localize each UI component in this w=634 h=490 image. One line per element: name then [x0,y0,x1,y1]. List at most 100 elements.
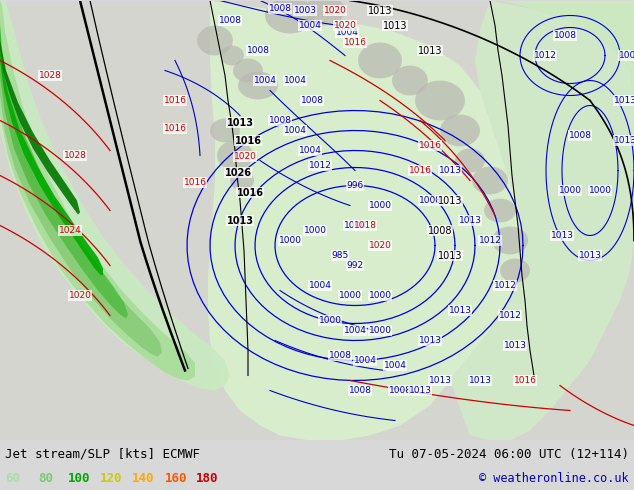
Text: © weatheronline.co.uk: © weatheronline.co.uk [479,471,629,485]
Text: 1004: 1004 [309,281,332,290]
Text: 1000: 1000 [588,186,612,195]
Text: 100: 100 [68,471,91,485]
Text: 1004: 1004 [335,28,358,37]
Text: 1003: 1003 [294,6,316,15]
Text: 1016: 1016 [164,96,186,105]
Text: 1013: 1013 [418,46,443,55]
Polygon shape [440,115,480,147]
Text: 1008: 1008 [553,31,576,40]
Polygon shape [484,198,516,222]
Text: 1008: 1008 [428,225,452,236]
Polygon shape [208,0,525,441]
Text: 1013: 1013 [469,376,491,385]
Text: 1012: 1012 [479,236,501,245]
Text: 1013: 1013 [418,336,441,345]
Text: 1008: 1008 [328,351,351,360]
Text: 1016: 1016 [183,178,207,187]
Polygon shape [0,0,162,357]
Text: 1013: 1013 [226,216,254,225]
Text: 1008: 1008 [301,96,323,105]
Text: Tu 07-05-2024 06:00 UTC (12+114): Tu 07-05-2024 06:00 UTC (12+114) [389,447,629,461]
Text: 1013: 1013 [550,231,574,240]
Polygon shape [472,167,508,195]
Text: 1004: 1004 [344,326,366,335]
Text: 1013: 1013 [439,166,462,175]
Text: 1000: 1000 [278,236,302,245]
Text: 1013: 1013 [429,376,451,385]
Text: 1020: 1020 [68,291,91,300]
Text: 1016: 1016 [408,166,432,175]
Text: 1004: 1004 [283,76,306,85]
Polygon shape [492,226,528,254]
Polygon shape [450,0,634,441]
Text: 1000: 1000 [344,221,366,230]
Polygon shape [220,46,244,66]
Polygon shape [340,0,634,100]
Text: 996: 996 [346,181,364,190]
Polygon shape [0,21,103,275]
Text: 1016: 1016 [235,136,261,146]
Polygon shape [455,148,485,172]
Text: 1016: 1016 [514,376,536,385]
Text: 1004: 1004 [254,76,276,85]
Text: 1004: 1004 [283,126,306,135]
Polygon shape [238,72,278,99]
Text: 1016: 1016 [418,141,441,150]
Polygon shape [0,30,80,215]
Text: 1008: 1008 [569,131,592,140]
Text: 1012: 1012 [498,311,521,320]
Text: 1013: 1013 [448,306,472,315]
Text: 1013: 1013 [368,5,392,16]
Polygon shape [0,0,230,391]
Text: 1013: 1013 [503,341,526,350]
Text: 1000: 1000 [368,201,392,210]
Text: 1013: 1013 [408,386,432,395]
Text: 1000: 1000 [368,291,392,300]
Text: 1020: 1020 [333,21,356,30]
Text: 1008: 1008 [247,46,269,55]
Polygon shape [197,25,233,55]
Text: 1008: 1008 [418,196,441,205]
Text: 992: 992 [346,261,363,270]
Text: 1013: 1013 [578,251,602,260]
Text: 160: 160 [165,471,188,485]
Polygon shape [415,80,465,121]
Text: 1000: 1000 [318,316,342,325]
Text: 1008: 1008 [619,51,634,60]
Polygon shape [500,259,530,282]
Polygon shape [230,171,254,191]
Text: 1013: 1013 [437,250,462,261]
Text: 1013: 1013 [614,96,634,105]
Text: 1008: 1008 [389,386,411,395]
Text: 1004: 1004 [299,146,321,155]
Text: 1012: 1012 [309,161,332,170]
Text: 1016: 1016 [344,38,366,47]
Text: 1026: 1026 [224,168,252,177]
Text: 1004: 1004 [384,361,406,370]
Polygon shape [217,141,253,171]
Text: 1008: 1008 [269,4,292,13]
Text: 80: 80 [38,471,53,485]
Text: 1012: 1012 [534,51,557,60]
Text: 120: 120 [100,471,122,485]
Text: 1020: 1020 [233,152,256,161]
Polygon shape [392,66,428,96]
Text: 1016: 1016 [236,188,264,197]
Text: 1013: 1013 [383,21,407,30]
Polygon shape [0,10,128,318]
Polygon shape [233,58,263,82]
Text: 1008: 1008 [349,386,372,395]
Text: 1012: 1012 [493,281,517,290]
Text: 1008: 1008 [219,16,242,25]
Polygon shape [210,119,240,143]
Text: 1020: 1020 [323,6,346,15]
Polygon shape [265,0,315,33]
Text: 1000: 1000 [559,186,581,195]
Text: 1013: 1013 [437,196,462,205]
Text: 140: 140 [132,471,155,485]
Text: 1016: 1016 [164,124,186,133]
Text: 1000: 1000 [304,226,327,235]
Text: 1004: 1004 [354,356,377,365]
Text: 180: 180 [196,471,219,485]
Text: 1013: 1013 [458,216,481,225]
